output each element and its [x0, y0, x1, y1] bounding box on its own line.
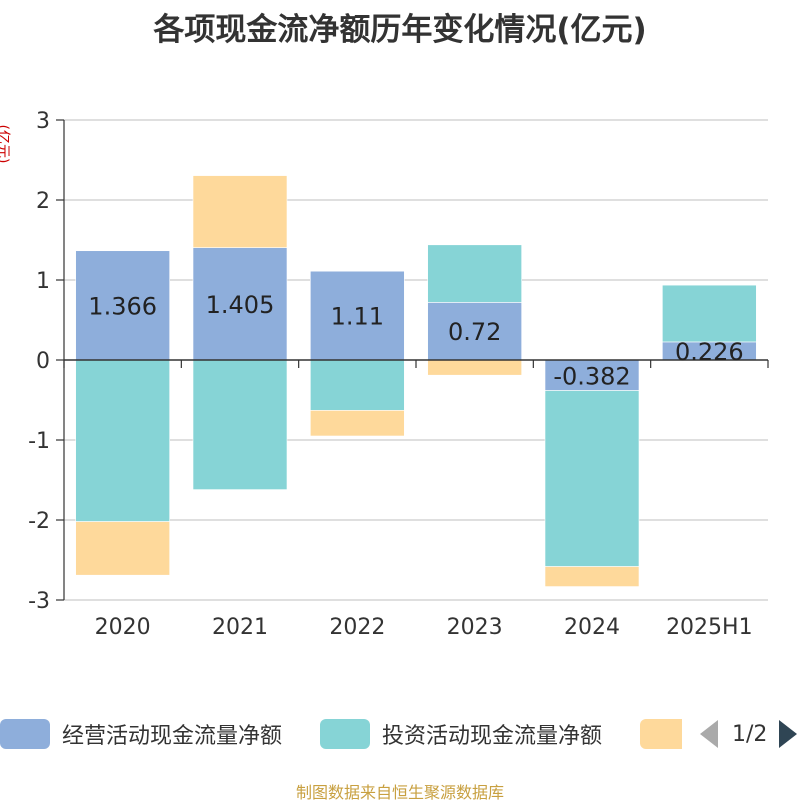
legend-item-third-series[interactable]	[640, 716, 682, 752]
bar-2023-series-2	[427, 359, 522, 376]
y-tick-label: -2	[28, 509, 50, 534]
chart-title: 各项现金流净额历年变化情况(亿元)	[153, 12, 647, 48]
data-label: 0.226	[675, 338, 744, 366]
legend-swatch-operating	[0, 719, 50, 749]
bar-2021-series-0	[192, 247, 288, 361]
legend-next-icon[interactable]	[779, 720, 798, 748]
legend-prev-icon[interactable]	[700, 720, 718, 748]
legend-item-investing[interactable]: 投资活动现金流量净额	[320, 716, 602, 752]
y-tick-label: -3	[28, 589, 50, 614]
bar-2021-series-1	[192, 359, 288, 490]
grid-layer	[64, 119, 768, 601]
data-label: 0.72	[448, 318, 501, 346]
bar-2023-series-1	[427, 244, 522, 303]
legend-item-operating[interactable]: 经营活动现金流量净额	[0, 716, 282, 752]
axis-layer: 3 2 1 0 -1 -2 -3 2020 2021 2022 2023 2024 2025H1	[28, 109, 769, 640]
y-tick-label: 2	[36, 189, 50, 214]
data-label: 1.11	[331, 303, 384, 331]
x-tick-label: 2023	[447, 615, 503, 640]
chart-plot-area: 3 2 1 0 -1 -2 -3 2020 2021 2022 2023 2024 2025H1 1.3…	[28, 109, 769, 640]
bar-2025H1-series-1	[662, 284, 757, 343]
y-tick-label: 1	[36, 269, 50, 294]
legend-label-operating: 经营活动现金流量净额	[62, 724, 283, 749]
legend-page-indicator: 1/2	[732, 721, 768, 747]
data-label-layer: 1.366 1.405 1.11 0.72 -0.382 0.226	[88, 291, 743, 390]
x-tick-label: 2021	[212, 615, 268, 640]
y-tick-label: 3	[36, 109, 50, 134]
bar-2020-series-1	[75, 359, 170, 522]
y-tick-label: 0	[36, 349, 50, 374]
legend-swatch-third-series	[640, 719, 682, 749]
legend: 经营活动现金流量净额 投资活动现金流量净额	[0, 716, 800, 754]
x-tick-label: 2020	[95, 615, 151, 640]
bar-2022-series-1	[310, 359, 405, 411]
data-label: 1.366	[88, 292, 157, 320]
bar-2024-series-2	[544, 566, 640, 587]
legend-swatch-investing	[320, 719, 370, 749]
bar-2022-series-2	[310, 410, 405, 437]
bar-2020-series-0	[75, 250, 170, 361]
data-source-note: 制图数据来自恒生聚源数据库	[295, 783, 504, 802]
bar-2020-series-2	[75, 521, 170, 576]
x-tick-label: 2024	[564, 615, 620, 640]
data-label: -0.382	[553, 362, 630, 390]
bar-2024-series-1	[544, 390, 640, 567]
legend-label-investing: 投资活动现金流量净额	[382, 724, 603, 749]
bar-layer	[75, 175, 757, 587]
y-tick-label: -1	[28, 429, 50, 454]
legend-pager: 1/2	[700, 716, 798, 752]
bar-2021-series-2	[192, 175, 288, 248]
x-tick-label: 2025H1	[666, 615, 753, 640]
x-tick-label: 2022	[329, 615, 385, 640]
data-label: 1.405	[206, 291, 275, 319]
